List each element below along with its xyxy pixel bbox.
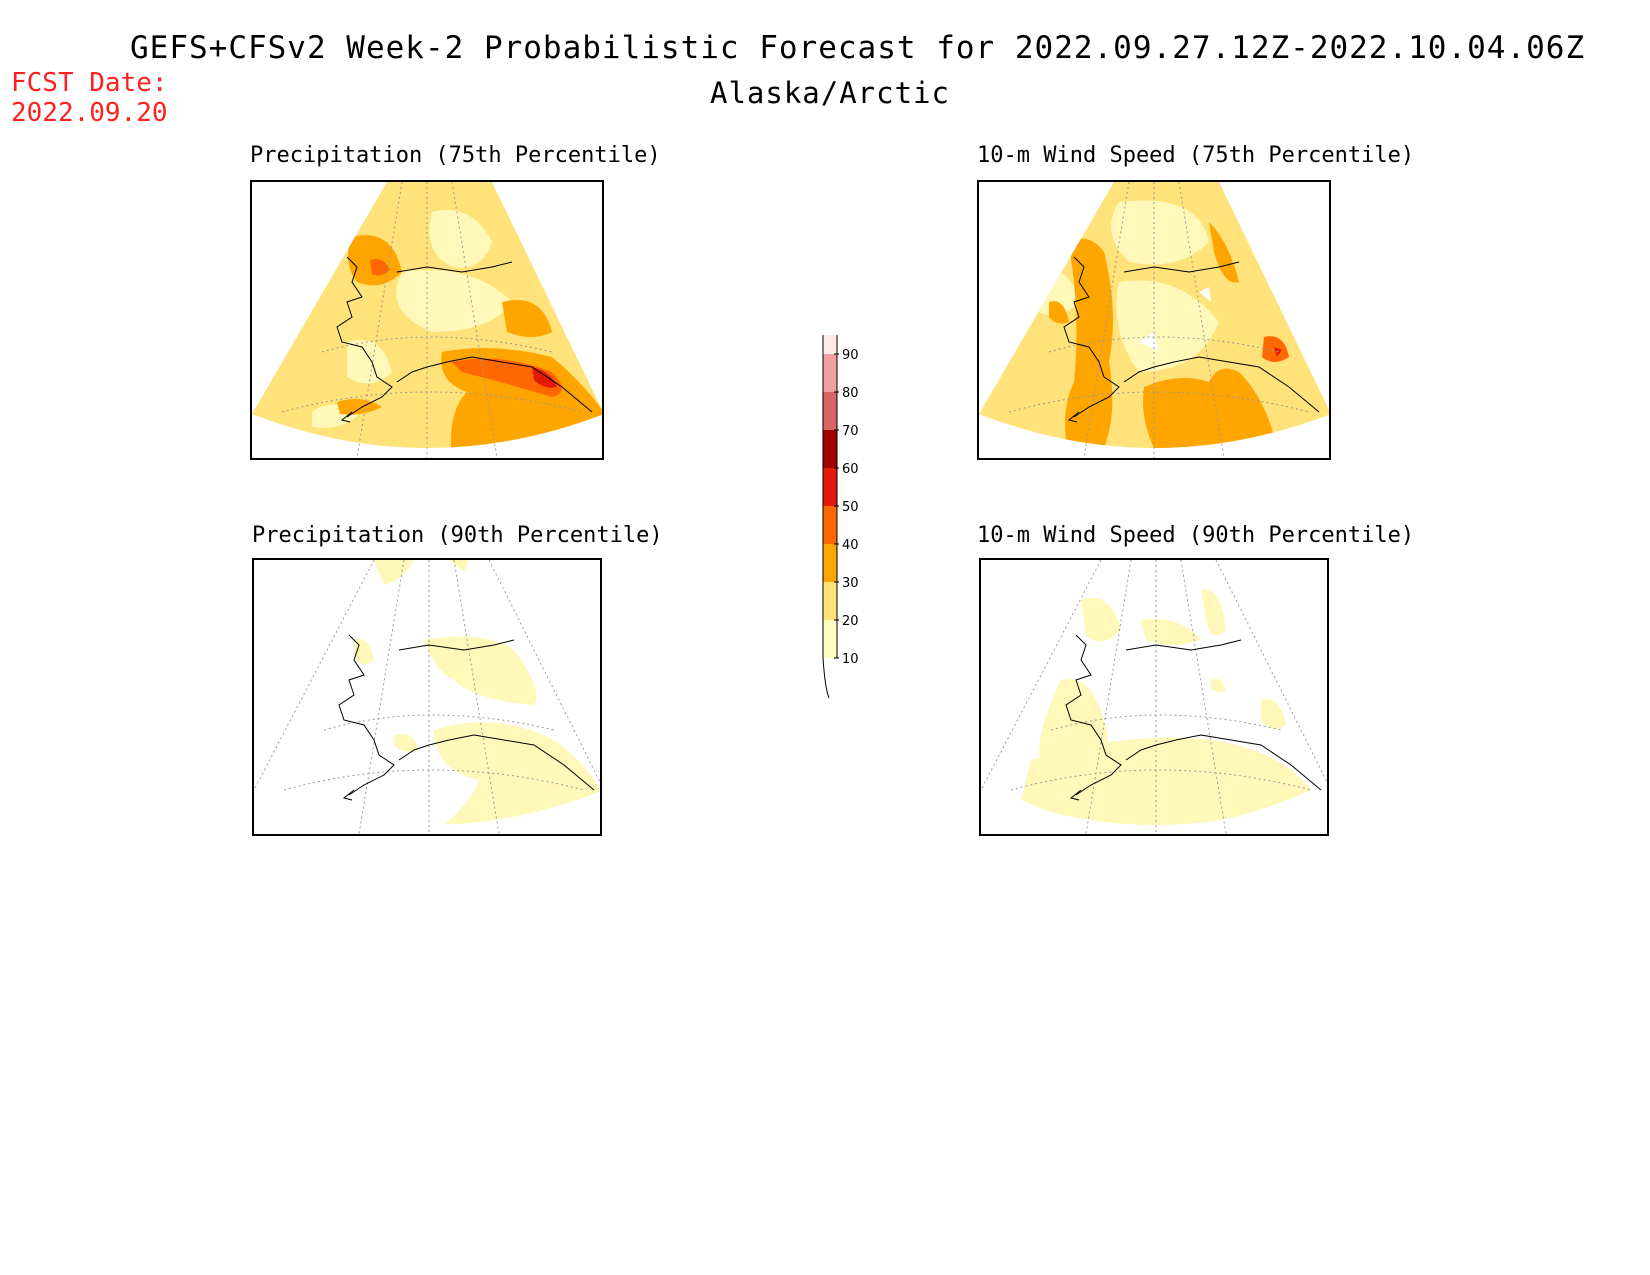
- colorbar-swatch-90: [823, 335, 837, 354]
- forecast-date-value: 2022.09.20: [11, 98, 168, 128]
- colorbar-swatch-20: [823, 582, 837, 620]
- colorbar-label-30: 30: [842, 576, 859, 591]
- colorbar-label-60: 60: [842, 462, 859, 477]
- panel-title-precip-75: Precipitation (75th Percentile): [250, 143, 661, 168]
- forecast-date-label: FCST Date:: [11, 68, 168, 98]
- map-wind-90: [981, 560, 1327, 834]
- map-panel-wind-75[interactable]: [977, 180, 1331, 460]
- colorbar-swatch-10: [823, 620, 837, 658]
- colorbar-label-70: 70: [842, 424, 859, 439]
- colorbar-label-20: 20: [842, 614, 859, 629]
- map-wind-75: [979, 182, 1329, 458]
- colorbar-label-10: 10: [842, 652, 859, 667]
- colorbar-label-90: 90: [842, 348, 859, 363]
- map-precip-75: [252, 182, 602, 458]
- colorbar-label-80: 80: [842, 386, 859, 401]
- map-panel-precip-90[interactable]: [252, 558, 602, 836]
- colorbar-swatch-70: [823, 392, 837, 430]
- map-panel-precip-75[interactable]: [250, 180, 604, 460]
- colorbar-swatch-40: [823, 506, 837, 544]
- colorbar-swatch-50: [823, 468, 837, 506]
- colorbar-outline: [822, 335, 838, 699]
- colorbar-legend: 10 20 30 40 50 60 70 80 90: [822, 335, 859, 699]
- colorbar-label-50: 50: [842, 500, 859, 515]
- colorbar-swatch-80: [823, 354, 837, 392]
- colorbar-label-40: 40: [842, 538, 859, 553]
- colorbar-swatch-30: [823, 544, 837, 582]
- page-title: GEFS+CFSv2 Week-2 Probabilistic Forecast…: [130, 30, 1586, 66]
- page-subtitle: Alaska/Arctic: [710, 76, 950, 110]
- map-precip-90: [254, 560, 600, 834]
- map-panel-wind-90[interactable]: [979, 558, 1329, 836]
- forecast-date-block: FCST Date: 2022.09.20: [11, 68, 168, 128]
- panel-title-wind-90: 10-m Wind Speed (90th Percentile): [977, 523, 1415, 548]
- panel-title-wind-75: 10-m Wind Speed (75th Percentile): [977, 143, 1415, 168]
- panel-title-precip-90: Precipitation (90th Percentile): [252, 523, 663, 548]
- colorbar-swatch-60: [823, 430, 837, 468]
